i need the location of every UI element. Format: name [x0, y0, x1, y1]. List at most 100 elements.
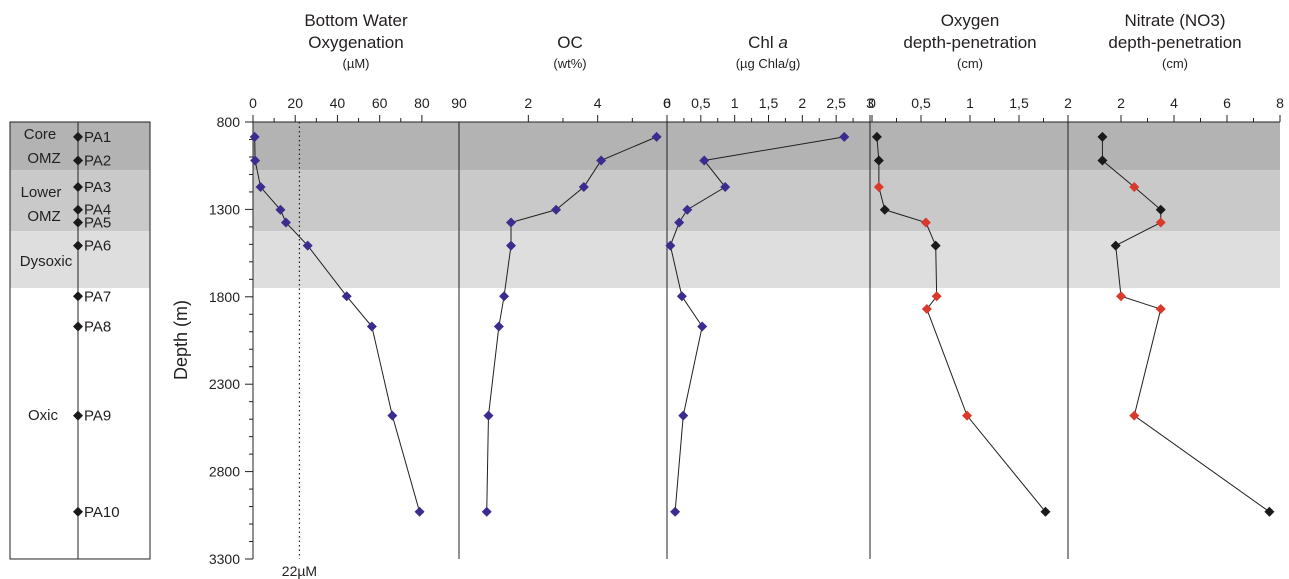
- x-tick-label: 4: [1170, 95, 1178, 111]
- zone-band: [253, 231, 1280, 289]
- panel-unit: (cm): [957, 56, 983, 71]
- series-no3: [1097, 131, 1275, 517]
- data-point: [930, 240, 941, 251]
- data-point: [250, 155, 261, 166]
- station-marker: [73, 204, 83, 215]
- x-tick-label: 0,5: [911, 95, 931, 111]
- zone-legend-band: [10, 231, 150, 289]
- panel-title: Oxygenation: [308, 33, 403, 52]
- data-point: [1264, 506, 1275, 517]
- station-label: PA10: [84, 504, 120, 521]
- station-marker: [73, 240, 83, 251]
- x-tick-label: 1: [966, 95, 974, 111]
- zone-label: OMZ: [27, 150, 60, 167]
- data-point: [697, 321, 708, 332]
- x-tick-label: 6: [663, 95, 671, 111]
- zone-bands: [253, 122, 1280, 289]
- station-marker: [73, 506, 83, 517]
- panel-title: Oxygen: [941, 11, 1000, 30]
- data-point: [920, 217, 931, 228]
- station-label: PA7: [84, 288, 111, 305]
- x-tick-label: 60: [372, 95, 388, 111]
- data-point: [665, 240, 676, 251]
- y-tick-label: 2300: [209, 376, 240, 392]
- data-point: [921, 304, 932, 315]
- data-point: [341, 291, 352, 302]
- data-point: [1116, 291, 1126, 302]
- data-point: [578, 182, 589, 193]
- x-tick-label: 2: [1064, 95, 1072, 111]
- station-marker: [73, 291, 83, 302]
- series-line: [876, 136, 1046, 513]
- data-point: [493, 321, 504, 332]
- x-tick-label: 8: [1276, 95, 1284, 111]
- x-tick-label: 0: [249, 95, 257, 111]
- x-tick-label: 20: [287, 95, 303, 111]
- panel-titles: Bottom Water Oxygenation (µM) OC (wt%) Chl a (…: [304, 11, 1241, 71]
- data-point: [280, 217, 291, 228]
- panel-title: OC: [557, 33, 583, 52]
- x-tick-label: 4: [594, 95, 602, 111]
- station-marker: [73, 131, 83, 142]
- series-line: [254, 136, 421, 512]
- x-tick-label: 1: [731, 95, 739, 111]
- x-tick-label: 0,5: [691, 95, 711, 111]
- series-o2: [871, 131, 1051, 517]
- zone-label: OMZ: [27, 208, 60, 225]
- station-label: PA2: [84, 152, 111, 169]
- data-point: [871, 131, 882, 142]
- data-point: [481, 506, 492, 517]
- x-tick-label: 2: [1117, 95, 1125, 111]
- data-point: [720, 182, 731, 193]
- data-point: [674, 217, 685, 228]
- station-label: PA6: [84, 238, 111, 255]
- y-tick-label: 1800: [209, 289, 240, 305]
- data-point: [255, 182, 266, 193]
- threshold-label: 22µM: [282, 563, 317, 579]
- data-point: [699, 155, 710, 166]
- data-point: [1110, 240, 1121, 251]
- data-point: [249, 131, 260, 142]
- zone-band: [253, 122, 1280, 171]
- data-point: [1040, 506, 1051, 517]
- data-point: [670, 506, 681, 517]
- x-tick-label: 6: [1223, 95, 1231, 111]
- x-tick-label: 2,5: [826, 95, 846, 111]
- station-label: PA8: [84, 319, 111, 336]
- station-label: PA1: [84, 129, 111, 146]
- data-point: [676, 291, 687, 302]
- panel-unit: (µg Chla/g): [736, 56, 801, 71]
- data-point: [506, 240, 516, 251]
- x-tick-label: 40: [330, 95, 346, 111]
- series-chl: [665, 131, 850, 517]
- station-label: PA3: [84, 179, 111, 196]
- panel-title: depth-penetration: [1108, 33, 1241, 52]
- x-tick-label: 0: [663, 95, 671, 111]
- data-point: [651, 131, 662, 142]
- data-point: [483, 410, 494, 421]
- station-marker: [73, 155, 83, 166]
- y-tick-label: 2800: [209, 464, 240, 480]
- y-axis-label: Depth (m): [171, 300, 191, 380]
- panel-title: Bottom Water: [304, 11, 408, 30]
- x-tick-label: 2: [798, 95, 806, 111]
- data-point: [931, 291, 942, 302]
- data-point: [275, 204, 286, 215]
- series-line: [669, 136, 845, 512]
- y-tick-label: 1300: [209, 201, 240, 217]
- station-label: PA5: [84, 215, 111, 232]
- data-point: [962, 410, 973, 421]
- panel-unit: (cm): [1162, 56, 1188, 71]
- series-bwo: [249, 131, 425, 517]
- data-point: [873, 155, 884, 166]
- data-point: [551, 204, 562, 215]
- panel-title: Nitrate (NO3): [1124, 11, 1225, 30]
- series-line: [486, 136, 657, 512]
- station-marker: [73, 182, 83, 193]
- data-point: [839, 131, 850, 142]
- x-tick-label: 2: [524, 95, 532, 111]
- data-point: [414, 506, 425, 517]
- data-point: [506, 217, 516, 228]
- x-tick-label: 1,5: [759, 95, 779, 111]
